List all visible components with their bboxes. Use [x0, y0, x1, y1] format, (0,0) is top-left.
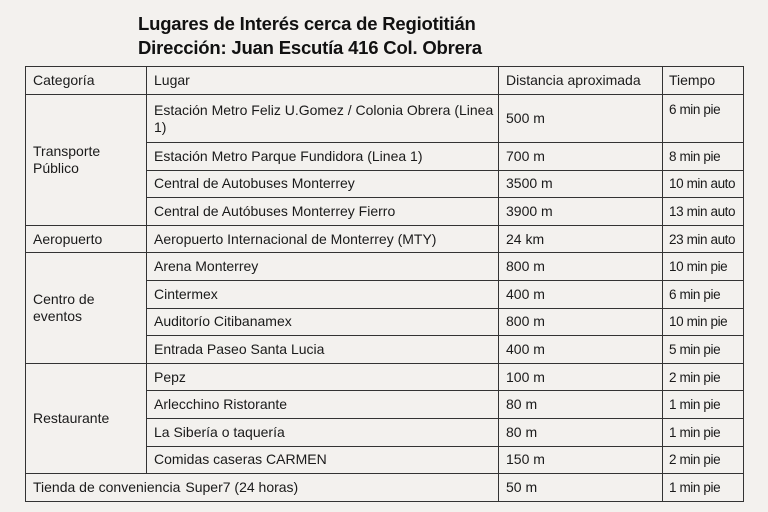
- time-cell: 1 min pie: [662, 390, 744, 419]
- time-cell: 10 min auto: [662, 169, 744, 199]
- distance-cell: 3900 m: [498, 197, 663, 226]
- place-cell: Entrada Paseo Santa Lucia: [146, 335, 499, 364]
- distance-cell: 100 m: [498, 362, 663, 392]
- table-row: Tienda de conveniencia Super7 (24 horas) 5…: [25, 473, 744, 502]
- time-cell: 10 min pie: [662, 307, 744, 337]
- category-cell: Transporte Público: [25, 94, 147, 226]
- time-cell: 1 min pie: [662, 417, 744, 447]
- table-row: Aeropuerto Aeropuerto Internacional de Mo…: [25, 224, 744, 254]
- header-distancia: Distancia aproximada: [498, 66, 663, 95]
- distance-cell: 500 m: [498, 94, 663, 143]
- time-cell: 6 min pie: [662, 94, 744, 143]
- table-row: Centro de eventos Arena Monterrey 800 m 10 …: [25, 252, 744, 364]
- place-cell: Arena Monterrey: [146, 252, 499, 281]
- distance-cell: 80 m: [498, 417, 663, 447]
- title-line-1: Lugares de Interés cerca de Regiotitián: [138, 13, 476, 34]
- distance-cell: 3500 m: [498, 169, 663, 199]
- document-title: Lugares de Interés cerca de Regiotitián …: [138, 12, 482, 60]
- distance-cell: 800 m: [498, 307, 663, 337]
- distance-cell: 400 m: [498, 279, 663, 309]
- place-cell: Central de Autobuses Monterrey: [146, 169, 499, 199]
- distance-cell: 150 m: [498, 445, 663, 475]
- time-cell: 13 min auto: [662, 197, 744, 226]
- table-row: Central de Autobuses Monterrey 3500 m 10 m…: [26, 169, 744, 199]
- time-cell: 2 min pie: [662, 362, 744, 392]
- distance-cell: 50 m: [498, 473, 663, 502]
- table-row: Estación Metro Parque Fundidora (Linea 1…: [26, 142, 744, 171]
- distance-cell: 400 m: [498, 335, 663, 364]
- distance-cell: 80 m: [498, 390, 663, 419]
- place-cell: La Sibería o taquería: [146, 417, 499, 447]
- time-cell: 6 min pie: [662, 279, 744, 309]
- header-lugar: Lugar: [146, 66, 499, 95]
- time-cell: 2 min pie: [662, 445, 744, 475]
- time-cell: 1 min pie: [662, 473, 744, 502]
- place-cell: Arlecchino Ristorante: [146, 390, 499, 419]
- places-table: Categoría Lugar Distancia aproximada Tie…: [25, 66, 744, 502]
- place-cell: Comidas caseras CARMEN: [146, 445, 499, 475]
- place-cell: Pepz: [146, 362, 499, 392]
- place-cell: Estación Metro Parque Fundidora (Linea 1…: [146, 142, 499, 171]
- header-categoria: Categoría: [25, 66, 147, 95]
- place-cell: Cintermex: [146, 279, 499, 309]
- place-cell: Aeropuerto Internacional de Monterrey (M…: [146, 224, 499, 254]
- category-label: Tienda de conveniencia: [33, 478, 181, 495]
- table-row: Auditorío Citibanamex 800 m 10 min pie: [26, 307, 744, 337]
- category-cell: Restaurante: [25, 362, 147, 475]
- header-tiempo: Tiempo: [662, 66, 744, 95]
- category-cell: Aeropuerto: [25, 224, 147, 254]
- distance-cell: 700 m: [498, 142, 663, 171]
- category-and-place-cell: Tienda de conveniencia Super7 (24 horas): [25, 473, 499, 502]
- title-line-2: Dirección: Juan Escutía 416 Col. Obrera: [138, 37, 482, 58]
- table-header-row: Categoría Lugar Distancia aproximada Tie…: [25, 66, 744, 95]
- time-cell: 8 min pie: [662, 142, 744, 171]
- place-cell: Central de Autóbuses Monterrey Fierro: [146, 197, 499, 226]
- time-cell: 10 min pie: [662, 252, 744, 281]
- time-cell: 5 min pie: [662, 335, 744, 364]
- place-cell: Estación Metro Feliz U.Gomez / Colonia O…: [146, 94, 499, 143]
- place-cell: Auditorío Citibanamex: [146, 307, 499, 337]
- distance-cell: 24 km: [498, 224, 663, 254]
- category-cell: Centro de eventos: [25, 252, 147, 364]
- distance-cell: 800 m: [498, 252, 663, 281]
- place-name: Super7 (24 horas): [185, 478, 299, 495]
- time-cell: 23 min auto: [662, 224, 744, 254]
- table-row: Central de Autóbuses Monterrey Fierro 390…: [26, 197, 744, 226]
- table-row: Transporte Público Estación Metro Feliz U…: [25, 94, 744, 226]
